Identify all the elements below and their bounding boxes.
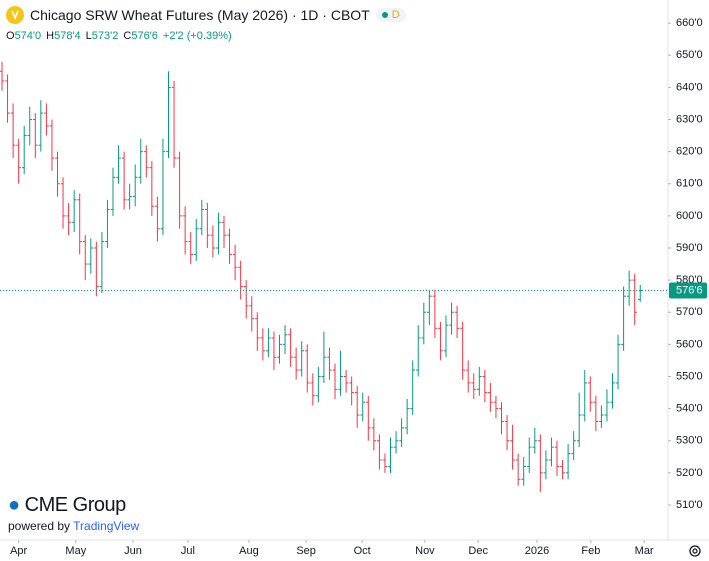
status-badge[interactable]: D <box>375 8 406 22</box>
legend-key: O <box>6 30 15 42</box>
logo: ● CME Group <box>8 494 127 516</box>
legend-value: 578'4 <box>54 30 81 42</box>
y-tick-label: 560'0 <box>676 338 703 350</box>
x-tick-label: Dec <box>468 545 488 557</box>
legend-value: 574'0 <box>14 30 42 42</box>
ohlc-legend: O574'0 H578'4 L573'2 C576'6 +2'2 (+0.39%… <box>6 30 232 42</box>
last-price-label: 576'6 <box>676 284 703 296</box>
legend-item: O574'0 <box>6 30 41 42</box>
powered-by-text: powered by <box>8 519 71 533</box>
y-tick-label: 530'0 <box>676 435 703 447</box>
x-tick-label: Sep <box>296 545 316 557</box>
legend-item: C576'6 <box>123 30 158 42</box>
symbol-header: Chicago SRW Wheat Futures (May 2026) · 1… <box>6 6 406 24</box>
legend-value: 576'6 <box>131 30 158 42</box>
y-tick-label: 620'0 <box>676 146 703 158</box>
branding: ● CME Group powered by TradingView <box>8 494 139 533</box>
y-tick-label: 540'0 <box>676 403 703 415</box>
legend-key: L <box>85 30 92 42</box>
x-tick-label: Aug <box>239 545 259 557</box>
y-tick-label: 660'0 <box>676 17 703 29</box>
settings-icon[interactable] <box>689 545 701 557</box>
change: +2'2 (+0.39%) <box>162 30 232 42</box>
x-tick-label: May <box>65 545 86 557</box>
legend-key: H <box>46 30 55 42</box>
x-tick-label: Apr <box>10 545 27 557</box>
powered-by: powered by TradingView <box>8 519 139 533</box>
legend-key: C <box>123 30 132 42</box>
logo-text: CME Group <box>24 494 127 516</box>
symbol-title: Chicago SRW Wheat Futures (May 2026) · 1… <box>30 7 370 23</box>
x-tick-label: Nov <box>415 545 435 557</box>
y-tick-label: 550'0 <box>676 370 703 382</box>
y-tick-label: 650'0 <box>676 49 703 61</box>
x-tick-label: 2026 <box>525 545 549 557</box>
y-tick-label: 590'0 <box>676 242 703 254</box>
last-price-box <box>669 282 707 299</box>
legend-item: L573'2 <box>86 30 119 42</box>
y-tick-label: 610'0 <box>676 178 703 190</box>
legend-value: 573'2 <box>91 30 119 42</box>
x-tick-label: Oct <box>354 545 371 557</box>
y-tick-label: 630'0 <box>676 113 703 125</box>
y-tick-label: 520'0 <box>676 467 703 479</box>
platform[interactable]: TradingView <box>73 519 140 533</box>
legend-item: H578'4 <box>46 30 81 42</box>
x-tick-label: Feb <box>581 545 600 557</box>
y-tick-label: 570'0 <box>676 306 703 318</box>
x-tick-label: Jul <box>181 545 195 557</box>
x-tick-label: Mar <box>635 545 654 557</box>
symbol-icon <box>6 6 24 24</box>
y-tick-label: 600'0 <box>676 210 703 222</box>
y-tick-label: 640'0 <box>676 81 703 93</box>
interval-badge: D <box>391 9 400 21</box>
y-tick-label: 510'0 <box>676 499 703 511</box>
x-tick-label: Jun <box>124 545 142 557</box>
